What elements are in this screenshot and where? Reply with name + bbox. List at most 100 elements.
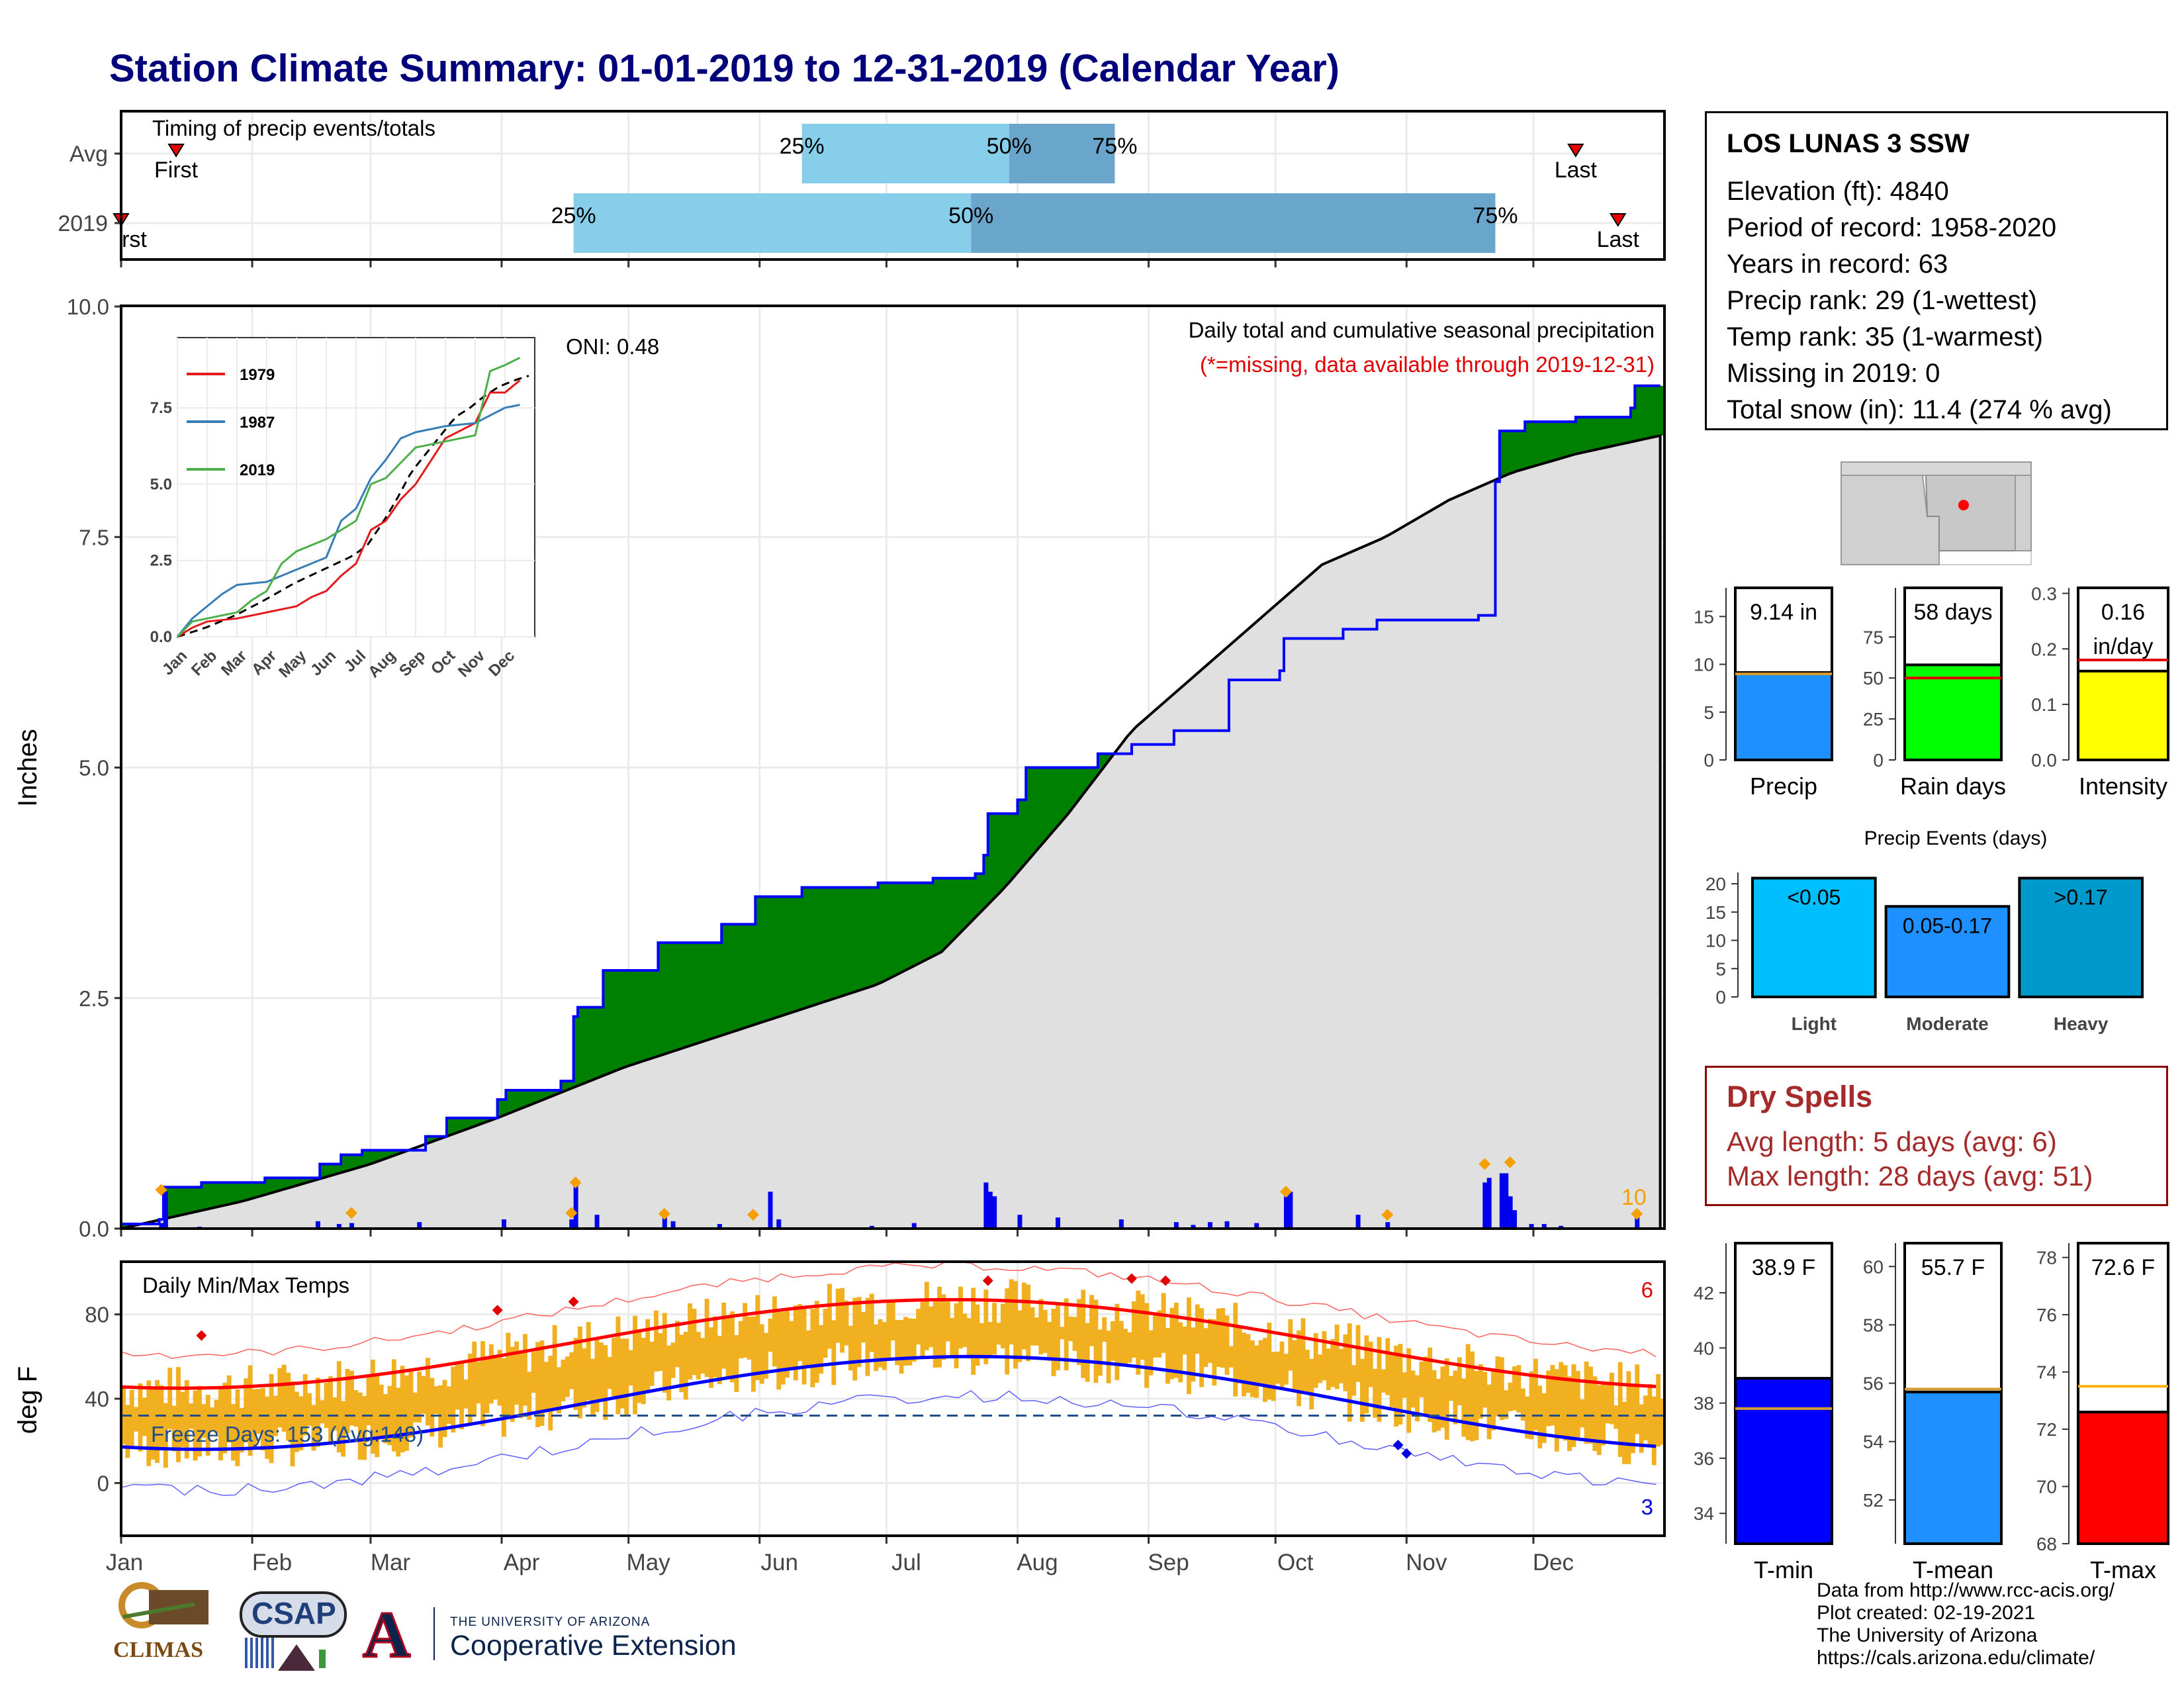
mini-y-tick-label: 10 bbox=[1706, 931, 1726, 951]
daily-temp-bar bbox=[408, 1371, 414, 1438]
daily-temp-bar bbox=[1419, 1361, 1424, 1397]
precip-departure-bar bbox=[776, 896, 782, 1018]
month-label: Jul bbox=[891, 1550, 921, 1575]
precip-departure-bar bbox=[320, 1164, 325, 1179]
precip-departure-bar bbox=[121, 1224, 126, 1229]
daily-temp-bar bbox=[848, 1325, 853, 1371]
daily-temp-bar bbox=[979, 1323, 984, 1359]
precip-departure-bar bbox=[615, 970, 621, 1071]
daily-precip-bar bbox=[1055, 1217, 1060, 1229]
daily-temp-bar bbox=[831, 1320, 837, 1385]
snow-marker bbox=[658, 1207, 670, 1220]
precip-departure-bar bbox=[433, 1136, 439, 1141]
precip-departure-bar bbox=[975, 873, 980, 918]
precip-departure-bar bbox=[835, 887, 841, 998]
daily-temp-bar bbox=[1195, 1304, 1200, 1354]
climas-logo: CLIMAS bbox=[109, 1582, 215, 1675]
daily-temp-bar bbox=[1588, 1366, 1593, 1444]
precip-departure-bar bbox=[789, 896, 794, 1013]
precip-departure-bar bbox=[992, 814, 997, 901]
precip-departure-bar bbox=[1643, 385, 1649, 440]
precip-departure-bar bbox=[768, 896, 773, 1021]
precip-departure-bar bbox=[907, 882, 913, 970]
observed-cumulative-line bbox=[121, 384, 1661, 1226]
precip-departure-bar bbox=[357, 1154, 363, 1168]
daily-temp-bar bbox=[696, 1332, 701, 1380]
precip-departure-bar bbox=[349, 1154, 354, 1170]
precip-departure-bar bbox=[941, 878, 946, 953]
precip-departure-bar bbox=[1580, 417, 1585, 453]
daily-temp-bar bbox=[1435, 1379, 1441, 1431]
precip-departure-bar bbox=[633, 970, 638, 1065]
snow-marker bbox=[565, 1207, 578, 1219]
precip-departure-bar bbox=[755, 896, 760, 1025]
daily-temp-bar bbox=[1326, 1348, 1331, 1390]
precip-departure-bar bbox=[594, 1007, 600, 1080]
month-label: Aug bbox=[1017, 1550, 1058, 1575]
precip-departure-bar bbox=[171, 1187, 177, 1217]
daily-temp-bar bbox=[1635, 1364, 1640, 1434]
daily-temp-bar bbox=[975, 1304, 980, 1366]
daily-temp-bar bbox=[1512, 1366, 1517, 1411]
precip-departure-bar bbox=[472, 1117, 477, 1127]
daily-temp-bar bbox=[603, 1345, 608, 1420]
daily-temp-bar bbox=[1385, 1338, 1390, 1395]
daily-temp-bar bbox=[1318, 1354, 1322, 1383]
snow-marker bbox=[1381, 1209, 1394, 1221]
daily-temp-bar bbox=[785, 1310, 790, 1378]
precip-departure-bar bbox=[996, 814, 1001, 896]
daily-temp-bar bbox=[1550, 1365, 1555, 1426]
mini-y-tick-label: 0 bbox=[1704, 750, 1714, 771]
precip-departure-bar bbox=[666, 943, 672, 1054]
precip-departure-bar bbox=[831, 887, 837, 1000]
precip-departure-bar bbox=[954, 878, 959, 939]
daily-temp-bar bbox=[819, 1325, 824, 1374]
daily-temp-bar bbox=[810, 1309, 815, 1387]
daily-temp-bar bbox=[366, 1374, 371, 1426]
daily-temp-bar bbox=[899, 1320, 904, 1374]
precip-departure-bar bbox=[692, 943, 697, 1045]
daily-temp-bar bbox=[1064, 1298, 1069, 1371]
daily-temp-bar bbox=[1605, 1384, 1610, 1424]
daily-temp-bar bbox=[1482, 1372, 1488, 1408]
precip-departure-bar bbox=[345, 1154, 350, 1172]
precip-departure-bar bbox=[950, 878, 955, 944]
daily-temp-bar bbox=[125, 1405, 130, 1458]
daily-temp-bar bbox=[1118, 1321, 1124, 1366]
daily-temp-bar bbox=[1373, 1368, 1378, 1418]
daily-temp-bar bbox=[1097, 1329, 1103, 1376]
record-high-marker bbox=[1126, 1273, 1137, 1284]
daily-temp-bar bbox=[281, 1364, 287, 1432]
daily-temp-bar bbox=[1055, 1302, 1060, 1370]
daily-temp-bar bbox=[911, 1319, 917, 1362]
daily-precip-bar bbox=[983, 1182, 989, 1229]
snow-marker bbox=[1504, 1156, 1516, 1168]
daily-temp-bar bbox=[628, 1350, 633, 1386]
precip-departure-bar bbox=[700, 943, 705, 1043]
snow-marker bbox=[1279, 1186, 1292, 1198]
precip-departure-bar bbox=[1081, 767, 1086, 798]
daily-temp-bar bbox=[1212, 1319, 1217, 1385]
daily-temp-bar bbox=[341, 1401, 346, 1457]
mini-category-label: T-min bbox=[1754, 1556, 1813, 1583]
daily-temp-bar bbox=[1081, 1289, 1086, 1378]
daily-temp-bar bbox=[607, 1356, 612, 1389]
coop-extension-name: Cooperative Extension bbox=[450, 1630, 737, 1662]
daily-temp-bar bbox=[193, 1390, 198, 1461]
precip-departure-bar bbox=[658, 943, 663, 1056]
precip-departure-bar bbox=[506, 1090, 511, 1115]
daily-temp-bar bbox=[561, 1359, 566, 1401]
mini-y-tick-label: 25 bbox=[1863, 709, 1884, 729]
daily-temp-bar bbox=[929, 1306, 934, 1348]
daily-temp-bar bbox=[1123, 1329, 1128, 1366]
precip-departure-bar bbox=[1630, 408, 1635, 442]
daily-temp-bar bbox=[146, 1380, 152, 1466]
daily-precip-bar bbox=[1191, 1225, 1196, 1229]
daily-precip-bar bbox=[1017, 1215, 1023, 1229]
precip-departure-bar bbox=[1656, 385, 1661, 437]
daily-temp-bar bbox=[1428, 1347, 1433, 1423]
daily-temp-bar bbox=[1111, 1321, 1115, 1361]
precip-departure-bar bbox=[1563, 422, 1568, 458]
precip-departure-bar bbox=[514, 1090, 520, 1111]
mini-value-label: 38.9 F bbox=[1752, 1255, 1815, 1280]
